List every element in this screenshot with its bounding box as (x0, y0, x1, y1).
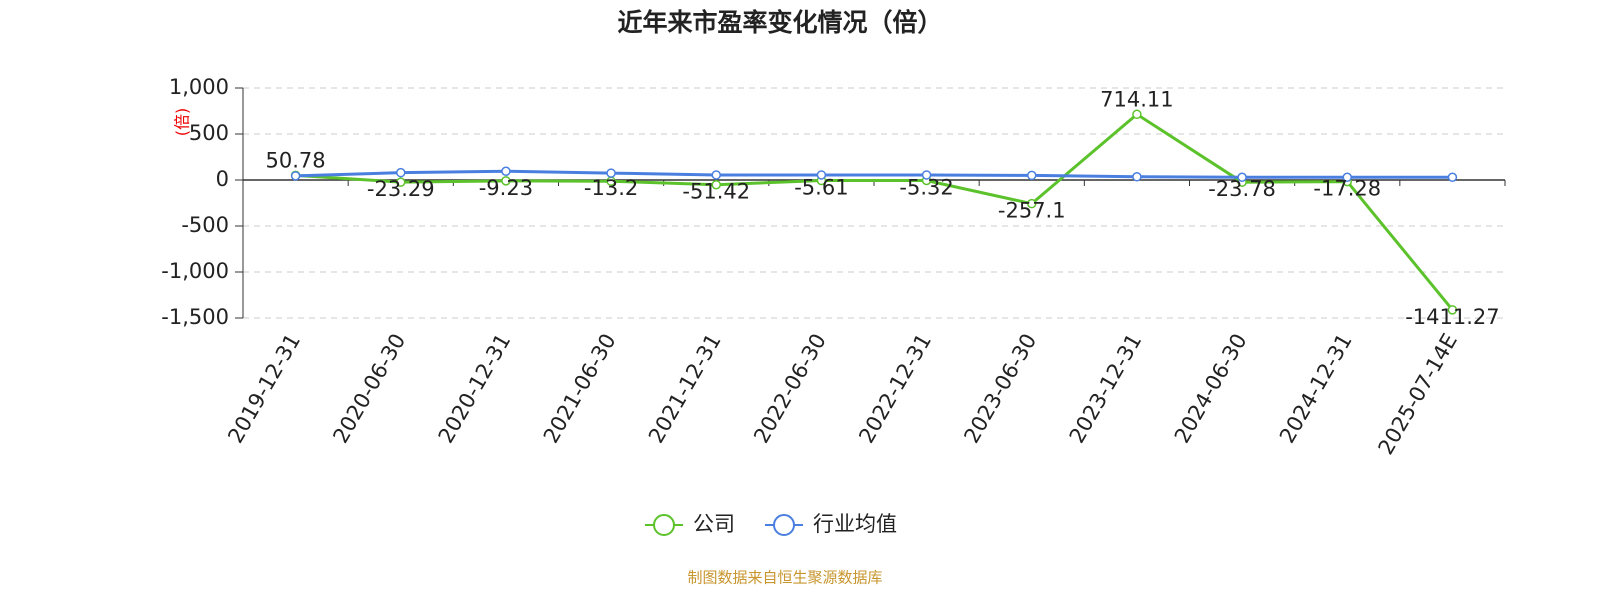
x-tick-label: 2021-12-31 (644, 330, 726, 448)
x-tick-label: 2021-06-30 (539, 330, 621, 448)
point (1447, 172, 1458, 182)
point (1237, 172, 1247, 182)
legend-swatch (773, 514, 795, 536)
point (396, 167, 406, 178)
x-tick-label: 2025-07-14E (1374, 330, 1462, 459)
x-tick-label: 2020-12-31 (434, 329, 516, 447)
data-label: 50.78 (266, 148, 326, 172)
point (501, 176, 511, 186)
x-tick-label: 2022-06-30 (749, 330, 831, 448)
data-label: -13.2 (584, 176, 638, 200)
point (711, 170, 721, 180)
y-unit: (倍) (173, 108, 192, 137)
data-label: -5.32 (899, 175, 953, 199)
x-tick-label: 2023-12-31 (1065, 330, 1147, 448)
source: 制图数据来自恒生聚源数据库 (687, 569, 882, 587)
point (501, 166, 511, 177)
point (1027, 198, 1037, 209)
data-label: -23.29 (367, 177, 435, 201)
point (1132, 109, 1142, 120)
y-tick-label: -1,500 (161, 305, 229, 329)
y-tick-label: -500 (181, 213, 229, 237)
legend-label: 公司 (693, 512, 735, 536)
y-tick-label: 500 (189, 121, 229, 145)
data-label: -51.42 (682, 180, 750, 204)
point (1447, 305, 1458, 315)
series-line (295, 169, 1453, 179)
data-label: -5.61 (794, 176, 848, 200)
y-tick-label: -1,000 (161, 259, 229, 283)
point (396, 177, 406, 187)
data-label: 714.11 (1100, 87, 1173, 111)
y-tick-label: 0 (216, 167, 229, 191)
point (816, 170, 827, 180)
x-tick-label: 2023-06-30 (959, 330, 1041, 448)
x-tick-label: 2024-06-30 (1170, 330, 1252, 448)
data-label: -1411.27 (1405, 305, 1499, 329)
x-tick-label: 2019-12-31 (223, 330, 305, 448)
series-line (295, 112, 1454, 311)
x-tick-label: 2022-12-31 (854, 329, 936, 447)
point (1027, 170, 1037, 181)
point (290, 171, 301, 181)
data-label: -23.78 (1208, 177, 1276, 201)
x-tick-label: 2020-06-30 (328, 330, 410, 448)
x-tick-label: 2024-12-31 (1275, 330, 1357, 448)
legend-label: 行业均值 (813, 512, 897, 536)
point (1342, 172, 1352, 182)
point (921, 170, 932, 180)
legend-swatch (653, 514, 675, 536)
data-label: -9.23 (479, 176, 533, 200)
chart-title: 近年来市盈率变化情况（倍） (617, 8, 942, 37)
point (1132, 172, 1142, 182)
point (606, 168, 616, 178)
y-tick-label: 1,000 (169, 75, 229, 99)
data-label: -17.28 (1313, 177, 1381, 201)
point (711, 179, 721, 190)
data-label: -257.1 (998, 199, 1066, 223)
